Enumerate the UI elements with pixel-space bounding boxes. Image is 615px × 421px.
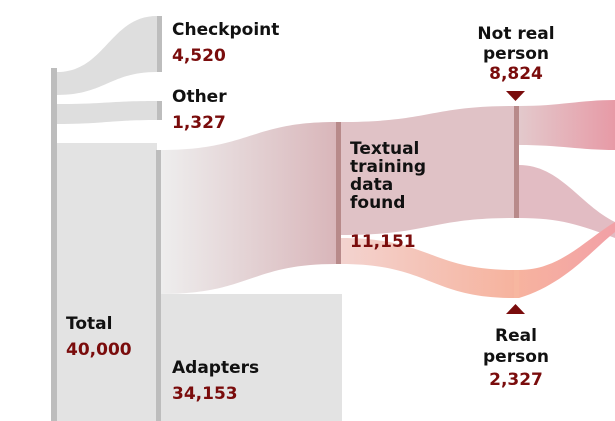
node-bar-textual	[336, 122, 341, 264]
value-checkpoint: 4,520	[172, 46, 226, 66]
marker-up-icon	[506, 304, 525, 314]
node-bar-not-real	[514, 106, 519, 218]
flow-textual-not-real	[341, 106, 514, 235]
flow-total-other	[57, 101, 157, 124]
flow-total-adapters	[57, 143, 157, 421]
value-textual-training-data-found: 11,151	[350, 232, 416, 252]
node-bar-checkpoint	[157, 16, 162, 72]
label-line: found	[350, 193, 406, 213]
label-real-person: Real person	[446, 326, 586, 368]
flow-total-checkpoint	[57, 16, 157, 95]
label-checkpoint: Checkpoint	[172, 20, 280, 40]
node-bar-other	[157, 101, 162, 120]
value-real-person: 2,327	[489, 370, 543, 390]
flow-not-real-out-lower	[519, 165, 615, 238]
label-line: Not real	[477, 24, 555, 44]
label-line: Textual	[350, 139, 420, 159]
label-adapters: Adapters	[172, 358, 260, 378]
flow-adapters-textual	[161, 122, 336, 294]
flow-real-out	[519, 222, 615, 298]
label-line: Real	[495, 326, 537, 346]
value-adapters: 34,153	[172, 384, 238, 404]
label-line: person	[483, 44, 549, 64]
node-bar-real	[514, 270, 519, 298]
marker-down-icon	[506, 91, 525, 101]
label-other: Other	[172, 87, 227, 107]
node-bar-adapters	[156, 150, 161, 421]
label-textual-training-data-found: Textual training data found	[350, 140, 426, 212]
label-total: Total	[66, 314, 113, 334]
flow-not-real-out-upper	[519, 100, 615, 150]
label-line: data	[350, 175, 394, 195]
label-line: training	[350, 157, 427, 177]
value-not-real-person: 8,824	[489, 64, 543, 84]
flow-textual-real	[341, 238, 514, 298]
node-bar-total	[51, 68, 57, 421]
label-not-real-person: Not real person	[446, 24, 586, 64]
value-other: 1,327	[172, 113, 226, 133]
flow-adapters-remaining	[161, 294, 342, 421]
label-line: person	[483, 347, 549, 367]
value-total: 40,000	[66, 340, 132, 360]
